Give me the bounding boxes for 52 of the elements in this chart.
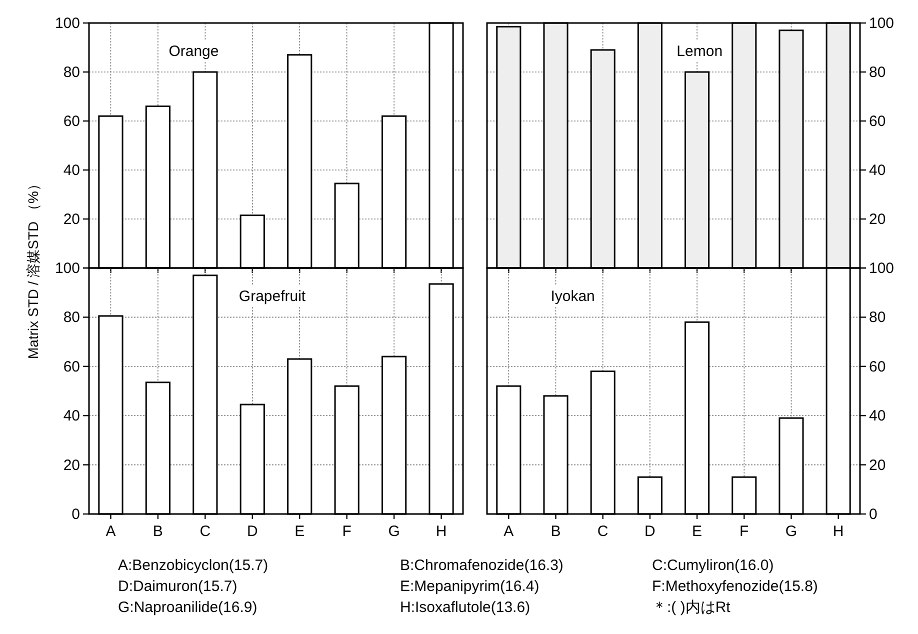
y-tick-label: 40 — [63, 408, 80, 425]
x-tick-label: A — [106, 523, 116, 540]
x-tick-label: H — [832, 523, 844, 540]
y-tick-label: 100 — [869, 15, 894, 32]
y-tick-label: 80 — [63, 309, 80, 326]
text: A:Benzobicyclon(15.7) — [118, 557, 268, 574]
y-tick-label: 20 — [869, 456, 886, 474]
text: Grapefruit — [238, 288, 306, 305]
y-tick-label: 40 — [869, 162, 886, 179]
x-tick-label: E — [692, 523, 702, 540]
y-tick-label: 100 — [54, 260, 80, 277]
text: D:Daimuron(15.7) — [118, 578, 238, 595]
x-tick-label: C — [200, 523, 211, 540]
y-tick-label: 40 — [63, 162, 80, 179]
x-tick-label: B — [152, 523, 163, 540]
x-tick-label: D — [644, 523, 656, 540]
x-tick-label: F — [740, 523, 749, 540]
y-tick-label: 0 — [869, 506, 878, 523]
y-tick-label: 60 — [63, 113, 80, 130]
text: G:Naproanilide(16.9) — [118, 599, 258, 616]
y-tick-label: 80 — [869, 309, 886, 326]
text: H:Isoxaflutole(13.6) — [400, 599, 530, 616]
text: E:Mepanipyrim(16.4) — [400, 578, 540, 595]
y-tick-label: 100 — [869, 260, 894, 277]
x-tick-label: A — [504, 523, 514, 540]
y-tick-label: 40 — [869, 408, 886, 425]
y-tick-label: 60 — [63, 358, 80, 376]
y-tick-label: 60 — [869, 358, 886, 376]
x-tick-label: D — [246, 523, 258, 540]
x-tick-label: G — [785, 523, 798, 540]
y-tick-label: 100 — [54, 15, 80, 32]
x-tick-label: C — [597, 523, 608, 540]
x-tick-label: E — [294, 523, 305, 540]
text: Iyokan — [550, 288, 595, 305]
text: F:Methoxyfenozide(15.8) — [652, 578, 818, 595]
x-tick-label: F — [342, 523, 352, 540]
y-tick-label: 20 — [869, 211, 886, 228]
text: ＊:( )内はRt — [652, 599, 732, 616]
text: Lemon — [676, 43, 723, 60]
y-tick-label: 80 — [869, 64, 886, 81]
y-tick-label: 80 — [63, 64, 80, 81]
y-axis-title: Matrix STD / 溶媒STD （%） — [25, 176, 41, 360]
y-tick-label: 0 — [72, 506, 80, 523]
text: Orange — [168, 43, 219, 60]
x-tick-label: H — [436, 523, 447, 540]
x-tick-label: G — [388, 523, 400, 540]
x-tick-label: B — [550, 523, 561, 540]
y-tick-label: 60 — [869, 113, 886, 130]
y-tick-label: 20 — [63, 211, 80, 228]
text: B:Chromafenozide(16.3) — [400, 557, 564, 574]
y-tick-label: 20 — [63, 456, 80, 474]
text: C:Cumyliron(16.0) — [652, 557, 774, 574]
